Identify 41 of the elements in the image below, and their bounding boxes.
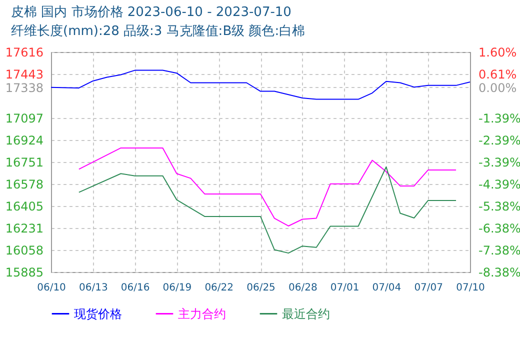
x-tick-label: 06/28	[288, 282, 318, 294]
line-series	[50, 70, 470, 100]
y2-tick-label: -1.39%	[478, 111, 520, 126]
line-series	[78, 166, 457, 254]
x-tick-label: 06/25	[246, 282, 276, 294]
y2-tick-label: 0.00%	[478, 80, 517, 95]
y-tick-label: 15885	[5, 266, 44, 280]
chart-subtitle: 纤维长度(mm):28 品级:3 马克隆值:B级 颜色:白棉	[11, 23, 306, 39]
x-tick-label: 07/01	[330, 282, 360, 294]
x-tick-label: 06/16	[120, 282, 150, 294]
y-tick-label: 17443	[5, 67, 44, 82]
y2-tick-label: 1.60%	[478, 46, 517, 60]
y2-tick-label: -4.39%	[478, 178, 520, 192]
y2-tick-label: -3.39%	[478, 156, 520, 170]
line-series	[78, 147, 457, 226]
y-tick-label: 16231	[5, 222, 44, 236]
y2-tick-label: -8.38%	[478, 266, 520, 280]
x-tick-label: 06/13	[78, 282, 108, 294]
y2-tick-label: -5.38%	[478, 199, 520, 214]
chart-title: 皮棉 国内 市场价格 2023-06-10 - 2023-07-10	[11, 5, 292, 20]
x-tick-label: 06/10	[37, 282, 66, 294]
y-tick-label: 16405	[5, 199, 44, 214]
y-tick-label: 16058	[5, 244, 44, 258]
y-tick-label: 16578	[5, 177, 44, 192]
y-tick-label: 17338	[5, 80, 44, 95]
x-tick-label: 06/22	[204, 282, 234, 294]
y2-tick-label: -2.39%	[478, 133, 520, 148]
y2-tick-label: -7.38%	[478, 243, 520, 258]
legend-label: 现货价格	[74, 306, 122, 321]
x-tick-label: 07/07	[414, 282, 444, 294]
legend-label: 主力合约	[178, 306, 226, 321]
y2-tick-label: 0.61%	[478, 67, 517, 82]
x-tick-label: 07/04	[372, 282, 402, 294]
legend-label: 最近合约	[282, 306, 330, 321]
y-tick-label: 16924	[5, 133, 44, 148]
x-tick-label: 07/10	[456, 282, 485, 294]
x-tick-label: 06/19	[162, 282, 192, 294]
y2-tick-label: -6.38%	[478, 221, 520, 236]
y-tick-label: 17097	[5, 111, 44, 126]
y-tick-label: 17616	[5, 46, 44, 60]
y-tick-label: 16751	[5, 155, 44, 170]
